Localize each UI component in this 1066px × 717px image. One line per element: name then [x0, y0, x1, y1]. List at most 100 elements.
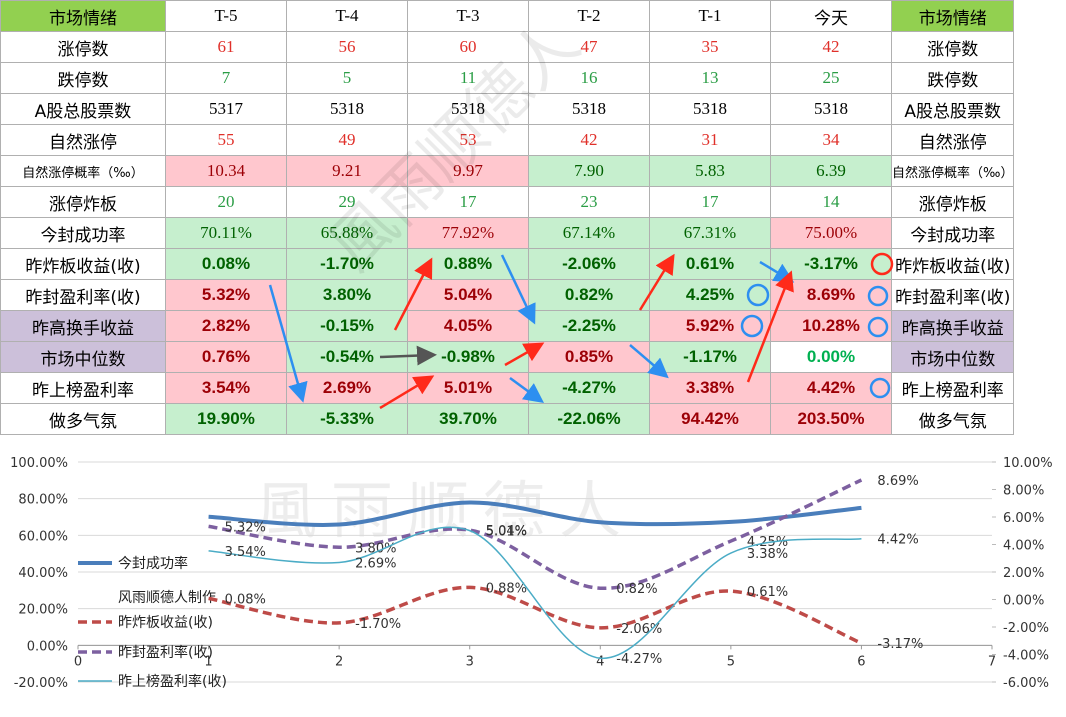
cell: 0.00% [770, 341, 892, 373]
row-label: 市场中位数 [0, 341, 166, 373]
y-tick-label: -20.00% [14, 676, 68, 691]
cell: 10.28% [770, 310, 892, 342]
cell: 今天 [770, 0, 892, 32]
cell: 53 [407, 124, 529, 156]
row-label: 市场情绪 [890, 0, 1015, 32]
legend-label: 昨封盈利率(收) [118, 644, 213, 661]
cell: 39.70% [407, 403, 529, 435]
row-label: 昨上榜盈利率 [0, 372, 166, 404]
cell: 70.11% [165, 217, 287, 249]
row-label: 跌停数 [0, 62, 166, 94]
cell: 75.00% [770, 217, 892, 249]
cell: 0.61% [649, 248, 771, 280]
row-label: 昨上榜盈利率 [890, 372, 1015, 404]
table-row: 市场中位数 0.76% -0.54% -0.98% 0.85% -1.17% 0.00% 市场… [0, 341, 1015, 373]
x-tick-label: 1 [204, 654, 212, 669]
row-label: 做多气氛 [890, 403, 1015, 435]
data-label: 4.42% [877, 533, 918, 548]
table-row: A股总股票数 5317 5318 5318 5318 5318 5318 A股总股票数 [0, 93, 1015, 125]
cell: 67.14% [528, 217, 650, 249]
table-row: 自然涨停概率（‰） 10.34 9.21 9.97 7.90 5.83 6.39 自然涨停概率… [0, 155, 1015, 187]
cell: 17 [407, 186, 529, 218]
cell: 19.90% [165, 403, 287, 435]
y2-tick-label: 0.00% [1003, 594, 1044, 609]
cell: 5318 [407, 93, 529, 125]
table-row: 自然涨停 55 49 53 42 31 34 自然涨停 [0, 124, 1015, 156]
cell: 2.82% [165, 310, 287, 342]
legend-label: 今封成功率 [118, 555, 188, 572]
x-tick-label: 7 [988, 654, 996, 669]
table-row: 市场情绪 T-5 T-4 T-3 T-2 T-1 今天 市场情绪 [0, 0, 1015, 32]
row-label: A股总股票数 [890, 93, 1015, 125]
row-label: 昨炸板收益(收) [0, 248, 166, 280]
legend-note: 风雨顺德人制作 [118, 590, 216, 606]
cell: -22.06% [528, 403, 650, 435]
table-row: 涨停数 61 56 60 47 35 42 涨停数 [0, 31, 1015, 63]
y-tick-label: 80.00% [18, 493, 68, 508]
x-tick-label: 5 [727, 654, 735, 669]
cell: 9.21 [286, 155, 408, 187]
cell: 0.76% [165, 341, 287, 373]
cell: 4.42% [770, 372, 892, 404]
cell: 11 [407, 62, 529, 94]
y-tick-label: 20.00% [18, 603, 68, 618]
cell: 3.38% [649, 372, 771, 404]
cell: 42 [528, 124, 650, 156]
cell: 2.69% [286, 372, 408, 404]
cell: 5318 [528, 93, 650, 125]
cell: T-4 [286, 0, 408, 32]
row-label: 涨停炸板 [890, 186, 1015, 218]
x-tick-label: 0 [74, 654, 82, 669]
table-row: 昨高换手收益 2.82% -0.15% 4.05% -2.25% 5.92% 10.28% 昨… [0, 310, 1015, 342]
data-label: 0.88% [486, 581, 527, 596]
row-label: A股总股票数 [0, 93, 166, 125]
cell: 5318 [770, 93, 892, 125]
table-row: 今封成功率 70.11% 65.88% 77.92% 67.14% 67.31% 75.00… [0, 217, 1015, 249]
cell: 5.04% [407, 279, 529, 311]
row-label: 自然涨停概率（‰） [0, 155, 166, 187]
data-label: 5.01% [486, 525, 527, 540]
table-row: 昨上榜盈利率 3.54% 2.69% 5.01% -4.27% 3.38% 4.42% 昨上榜… [0, 372, 1015, 404]
cell: -0.15% [286, 310, 408, 342]
cell: 7 [165, 62, 287, 94]
watermark: 風雨顺德人 [255, 474, 635, 547]
cell: 14 [770, 186, 892, 218]
cell: 17 [649, 186, 771, 218]
cell: 5.83 [649, 155, 771, 187]
cell: 35 [649, 31, 771, 63]
cell: 0.88% [407, 248, 529, 280]
cell: 5318 [649, 93, 771, 125]
cell: 9.97 [407, 155, 529, 187]
cell: 42 [770, 31, 892, 63]
cell: 5318 [286, 93, 408, 125]
cell: 56 [286, 31, 408, 63]
cell: 4.25% [649, 279, 771, 311]
cell: 20 [165, 186, 287, 218]
cell: 49 [286, 124, 408, 156]
y-tick-label: 100.00% [10, 456, 68, 471]
cell: -2.25% [528, 310, 650, 342]
y2-tick-label: 6.00% [1003, 511, 1044, 526]
cell: T-2 [528, 0, 650, 32]
cell: 67.31% [649, 217, 771, 249]
data-label: 5.32% [225, 520, 266, 535]
sentiment-table: 市场情绪 T-5 T-4 T-3 T-2 T-1 今天 市场情绪 涨停数 61 56 60 47 35 42… [0, 0, 1015, 435]
row-label: 涨停炸板 [0, 186, 166, 218]
cell: 4.05% [407, 310, 529, 342]
cell: 34 [770, 124, 892, 156]
y-tick-label: 60.00% [18, 529, 68, 544]
cell: 77.92% [407, 217, 529, 249]
data-label: -3.17% [877, 637, 923, 652]
table-row: 跌停数 7 5 11 16 13 25 跌停数 [0, 62, 1015, 94]
cell: 29 [286, 186, 408, 218]
cell: 13 [649, 62, 771, 94]
table-row: 昨封盈利率(收) 5.32% 3.80% 5.04% 0.82% 4.25% 8.69% 昨封… [0, 279, 1015, 311]
cell: -1.17% [649, 341, 771, 373]
data-label: -2.06% [616, 622, 662, 637]
cell: 65.88% [286, 217, 408, 249]
row-label: 涨停数 [890, 31, 1015, 63]
cell: 6.39 [770, 155, 892, 187]
data-label: 0.08% [225, 592, 266, 607]
cell: 0.85% [528, 341, 650, 373]
